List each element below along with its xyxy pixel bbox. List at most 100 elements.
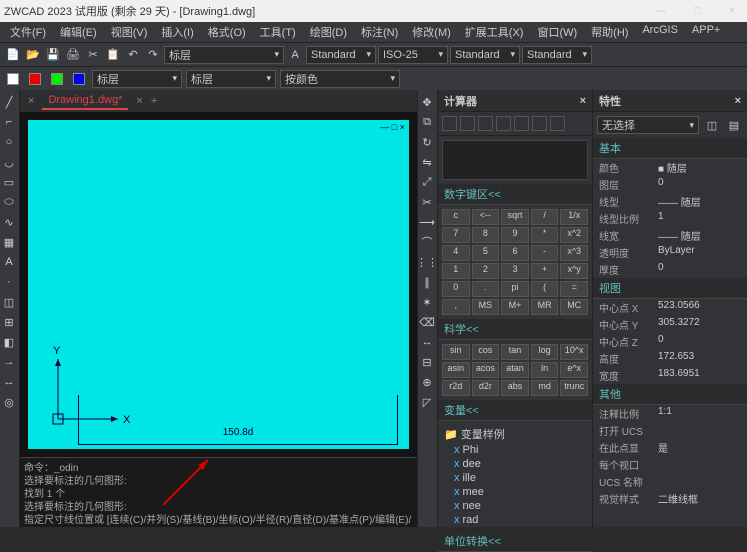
erase-icon[interactable]: ⌫ — [418, 313, 436, 331]
save-icon[interactable]: 💾 — [44, 46, 62, 64]
calc-btn-pi[interactable]: pi — [501, 281, 529, 297]
sci-btn-atan[interactable]: atan — [501, 362, 529, 378]
menu-express[interactable]: 扩展工具(X) — [459, 22, 530, 42]
sci-btn-tan[interactable]: tan — [501, 344, 529, 360]
tab-drawing1[interactable]: Drawing1.dwg* — [42, 92, 128, 110]
c1-icon[interactable] — [26, 70, 44, 88]
point-icon[interactable]: · — [0, 273, 18, 291]
calc-t5[interactable] — [514, 116, 529, 131]
arc-icon[interactable]: ◡ — [0, 153, 18, 171]
rect-icon[interactable]: ▭ — [0, 173, 18, 191]
sect-other[interactable]: 其他 — [593, 384, 747, 405]
var-ille[interactable]: xille — [444, 471, 586, 485]
calc-btn-4[interactable]: 4 — [442, 245, 470, 261]
prop-row[interactable]: 在此点显是 — [593, 439, 747, 456]
style-icon[interactable]: A — [286, 46, 304, 64]
drawing-canvas[interactable]: — □ × 150.8d X Y — [28, 120, 409, 449]
sci-btn-abs[interactable]: abs — [501, 380, 529, 396]
sect-units[interactable]: 单位转换<< — [438, 531, 592, 552]
props-i1[interactable]: ◫ — [703, 116, 721, 134]
calc-t3[interactable] — [478, 116, 493, 131]
mirror-icon[interactable]: ⇋ — [418, 153, 436, 171]
prop-row[interactable]: 中心点 X523.0566 — [593, 299, 747, 316]
calc-btn-5[interactable]: 5 — [472, 245, 500, 261]
prop-row[interactable]: 线型—— 随层 — [593, 193, 747, 210]
tab-close-icon[interactable]: × — [136, 95, 142, 107]
prop-row[interactable]: 打开 UCS — [593, 422, 747, 439]
hatch-icon[interactable]: ▦ — [0, 233, 18, 251]
var-Phi[interactable]: xPhi — [444, 443, 586, 457]
text-icon[interactable]: A — [0, 253, 18, 271]
region-icon[interactable]: ◧ — [0, 333, 18, 351]
sci-btn-e^x[interactable]: e^x — [560, 362, 588, 378]
calc-t6[interactable] — [532, 116, 547, 131]
menu-format[interactable]: 格式(O) — [202, 22, 252, 42]
print-icon[interactable]: 🖨 — [64, 46, 82, 64]
calc-btn-x^3[interactable]: x^3 — [560, 245, 588, 261]
command-line[interactable]: 命令：_odin 选择要标注的几何图形: 找到 1 个 选择要标注的几何图形: … — [20, 457, 417, 527]
prop-row[interactable]: 图层0 — [593, 176, 747, 193]
sect-vars[interactable]: 变量<< — [438, 400, 592, 421]
textstyle-combo[interactable]: Standard — [306, 46, 376, 64]
calc-btn-M+[interactable]: M+ — [501, 299, 529, 315]
lineweight-combo[interactable]: 标层 — [186, 70, 276, 88]
calc-btn-*[interactable]: * — [531, 227, 559, 243]
props-close[interactable]: × — [735, 95, 741, 107]
tab-new[interactable]: + — [151, 95, 157, 107]
calc-btn-MR[interactable]: MR — [531, 299, 559, 315]
prop-row[interactable]: 注释比例1:1 — [593, 405, 747, 422]
extend-icon[interactable]: ⟶ — [418, 213, 436, 231]
calc-t2[interactable] — [460, 116, 475, 131]
close-button[interactable]: × — [721, 5, 743, 17]
move-icon[interactable]: ✥ — [418, 93, 436, 111]
color-icon[interactable] — [4, 70, 22, 88]
layer-combo[interactable]: 标层 — [164, 46, 284, 64]
new-icon[interactable]: 📄 — [4, 46, 22, 64]
calc-btn-8[interactable]: 8 — [472, 227, 500, 243]
calc-btn-1/x[interactable]: 1/x — [560, 209, 588, 225]
menu-app[interactable]: APP+ — [686, 22, 726, 42]
scale-icon[interactable]: ⤢ — [418, 173, 436, 191]
calc-close[interactable]: × — [580, 95, 586, 107]
menu-tools[interactable]: 工具(T) — [254, 22, 302, 42]
xline-icon[interactable]: ↔ — [0, 373, 18, 391]
linetype-combo[interactable]: 标层 — [92, 70, 182, 88]
prop-row[interactable]: 透明度ByLayer — [593, 244, 747, 261]
calc-btn-c[interactable]: c — [442, 209, 470, 225]
prop-row[interactable]: 视觉样式二维线框 — [593, 490, 747, 507]
sci-btn-acos[interactable]: acos — [472, 362, 500, 378]
prop-row[interactable]: UCS 名称 — [593, 473, 747, 490]
sci-btn-10^x[interactable]: 10^x — [560, 344, 588, 360]
menu-help[interactable]: 帮助(H) — [585, 22, 634, 42]
sci-btn-d2r[interactable]: d2r — [472, 380, 500, 396]
sci-btn-trunc[interactable]: trunc — [560, 380, 588, 396]
calc-btn-MC[interactable]: MC — [560, 299, 588, 315]
open-icon[interactable]: 📂 — [24, 46, 42, 64]
sci-btn-cos[interactable]: cos — [472, 344, 500, 360]
prop-row[interactable]: 中心点 Z0 — [593, 333, 747, 350]
prop-row[interactable]: 线型比例1 — [593, 210, 747, 227]
cut-icon[interactable]: ✂ — [84, 46, 102, 64]
menu-file[interactable]: 文件(F) — [4, 22, 52, 42]
rotate-icon[interactable]: ↻ — [418, 133, 436, 151]
var-mee[interactable]: xmee — [444, 485, 586, 499]
prop-row[interactable]: 厚度0 — [593, 261, 747, 278]
style3-combo[interactable]: Standard — [522, 46, 592, 64]
sect-basic[interactable]: 基本 — [593, 138, 747, 159]
array-icon[interactable]: ⋮⋮ — [418, 253, 436, 271]
trim-icon[interactable]: ✂ — [418, 193, 436, 211]
doc-window-controls[interactable]: — □ × — [380, 122, 405, 132]
style2-combo[interactable]: Standard — [450, 46, 520, 64]
sect-view[interactable]: 视图 — [593, 278, 747, 299]
calc-t7[interactable] — [550, 116, 565, 131]
calc-btn-([interactable]: ( — [531, 281, 559, 297]
calc-btn-9[interactable]: 9 — [501, 227, 529, 243]
stretch-icon[interactable]: ↔ — [418, 333, 436, 351]
menu-insert[interactable]: 插入(I) — [155, 22, 199, 42]
sci-btn-ln[interactable]: ln — [531, 362, 559, 378]
var-dee[interactable]: xdee — [444, 457, 586, 471]
calc-btn-,[interactable]: , — [442, 299, 470, 315]
menu-edit[interactable]: 编辑(E) — [54, 22, 103, 42]
chamfer-icon[interactable]: ◸ — [418, 393, 436, 411]
sect-numpad[interactable]: 数字键区<< — [438, 184, 592, 205]
